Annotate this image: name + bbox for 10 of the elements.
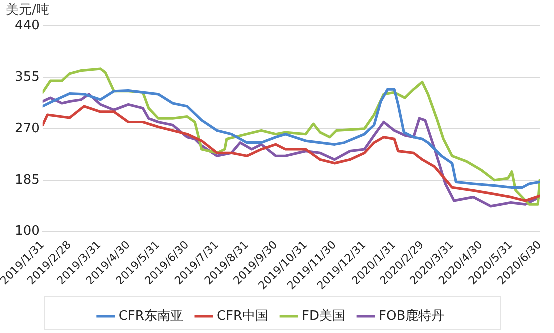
y-tick-label: 355 [15,70,40,85]
y-tick-label: 270 [15,121,40,136]
legend-label: CFR中国 [216,308,269,324]
y-tick-label: 440 [15,18,40,34]
legend-label: FD美国 [302,308,346,324]
y-tick-label: 185 [15,172,40,188]
y-tick-label: 100 [15,224,40,240]
legend-label: FOB鹿特丹 [379,308,445,324]
y-axis-title: 美元/吨 [6,2,50,18]
legend-label: CFR东南亚 [118,308,184,324]
